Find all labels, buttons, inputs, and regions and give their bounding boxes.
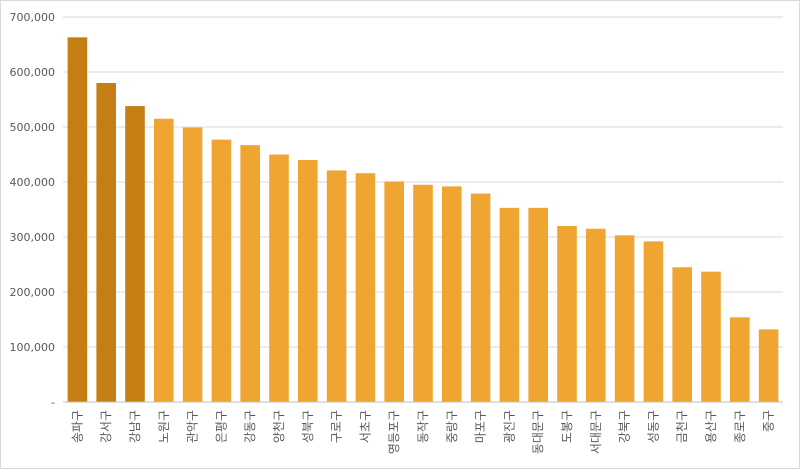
bar [730,317,750,402]
y-tick-label: 500,000 [10,121,56,134]
bar [643,241,664,402]
bar [499,207,520,402]
bar [672,267,692,402]
bar [125,106,145,402]
x-tick-label: 서대문구 [589,410,603,454]
bar [326,170,347,402]
bar [154,118,174,402]
x-tick-label: 강북구 [618,410,632,443]
bar [470,193,491,402]
x-tick-label: 용산구 [704,410,718,443]
x-tick-label: 금천구 [674,410,689,443]
y-tick-label: 100,000 [10,341,56,354]
x-tick-label: 중구 [762,410,776,432]
bars [67,37,779,403]
x-axis-tick-labels: 송파구 강서구 강남구 노원구 관악구 은평구 강동구 양천구 성북구 구로구 서초구 영등포구 동작구… [70,410,775,454]
x-tick-label: 구로구 [330,410,344,443]
x-tick-label: 은평구 [214,410,228,443]
x-tick-label: 양천구 [271,410,286,443]
y-tick-label: - [51,396,55,409]
x-tick-label: 동작구 [416,410,430,443]
y-axis-tick-labels: - 100,000 200,000 300,000 400,000 500,000 600,… [10,11,56,409]
x-tick-label: 광진구 [502,410,516,443]
bar [355,173,376,402]
x-tick-label: 서초구 [358,410,372,443]
x-tick-label: 송파구 [70,410,84,443]
x-tick-label: 강서구 [99,410,113,443]
bar [528,207,548,402]
x-tick-label: 도봉구 [560,410,574,443]
x-tick-label: 강남구 [128,410,142,443]
bar [586,228,606,402]
bar [269,154,289,402]
bar [413,184,433,402]
bar [96,83,116,402]
x-tick-label: 영등포구 [387,410,401,454]
bar [701,271,721,402]
y-tick-label: 200,000 [10,286,56,299]
y-tick-label: 400,000 [10,176,56,189]
x-tick-label: 성북구 [301,410,315,443]
bar [240,145,260,402]
bar [298,160,318,402]
x-tick-label: 성동구 [646,410,660,443]
x-tick-label: 중랑구 [445,410,459,443]
x-tick-label: 종로구 [733,410,747,443]
bar [557,226,577,402]
y-tick-label: 300,000 [10,231,56,244]
x-tick-label: 관악구 [186,410,200,443]
y-tick-label: 600,000 [10,66,56,79]
x-tick-label: 강동구 [243,410,257,443]
bar [442,186,462,402]
y-tick-label: 700,000 [10,11,56,24]
x-tick-label: 노원구 [157,410,171,443]
bar [758,329,779,402]
x-tick-label: 동대문구 [531,410,545,454]
x-tick-label: 마포구 [474,410,488,443]
bar [211,139,232,402]
bar [614,235,635,402]
bar [67,37,88,402]
bar [384,181,404,402]
bar [182,127,203,403]
